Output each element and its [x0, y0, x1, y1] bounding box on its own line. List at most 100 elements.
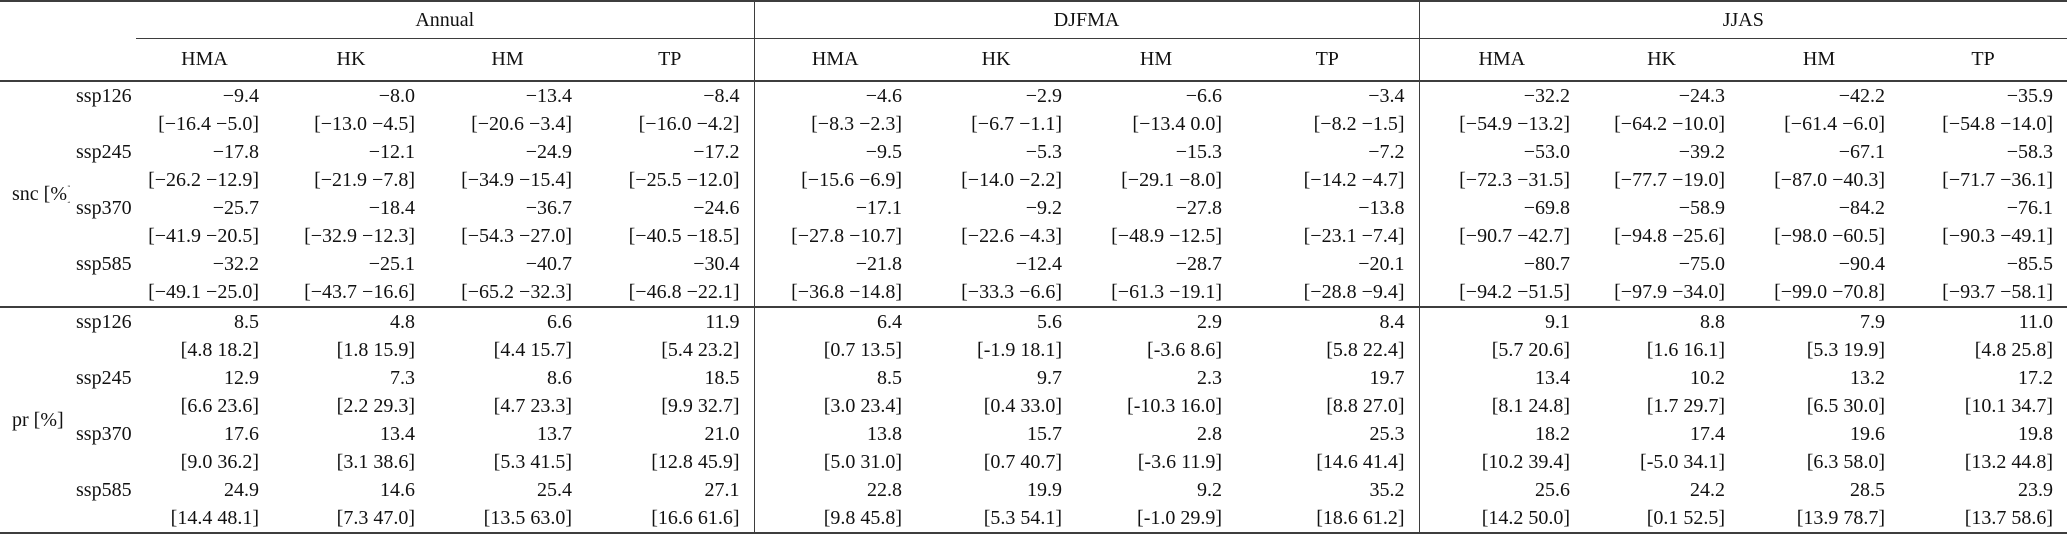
cell-range: [10.1 34.7] [1964, 394, 2054, 417]
cell-value: 6.6 [429, 306, 586, 336]
cell-value: 19.6 [1850, 422, 1886, 445]
cell-value: 12.9 [224, 366, 259, 389]
cell-range: [1.7 29.7] [1646, 394, 1726, 417]
cell-range: [−33.3 −6.6] [961, 280, 1063, 303]
cell-range: [4.8 25.8] [1974, 338, 2054, 361]
cell-range: [-3.6 11.9] [1137, 450, 1223, 473]
scenario-label: ssp245 [76, 367, 132, 389]
cell-value: 9.7 [1037, 366, 1063, 389]
cell-value: −13.8 [1358, 196, 1405, 219]
cell-value: 2.9 [1076, 306, 1237, 336]
cell-range: [13.7 58.6] [1964, 506, 2054, 529]
cell-value: 13.8 [753, 420, 917, 448]
cell-range: [−36.8 −14.8] [753, 278, 917, 307]
cell-value: −8.4 [703, 84, 740, 107]
cell-range: [−25.5 −12.0] [628, 168, 740, 191]
cell-range: [-10.3 16.0] [1127, 394, 1223, 417]
col-header-hma: HMA [753, 38, 917, 82]
cell-range: [5.7 20.6] [1418, 336, 1585, 364]
cell-value: −13.4 [525, 84, 572, 107]
scenario-label: ssp245 [76, 141, 132, 163]
cell-value: 24.9 [224, 478, 259, 501]
cell-range: [5.4 23.2] [661, 338, 740, 361]
cell-range: [−26.2 −12.9] [148, 168, 259, 191]
cell-range: [0.7 13.5] [753, 336, 917, 364]
cell-value: 18.2 [1418, 420, 1585, 448]
cell-range: [8.8 27.0] [1326, 394, 1405, 417]
value-row-ssp370: ssp370 17.6 13.4 13.7 21.0 13.8 15.7 2.8 25.3 18.… [0, 420, 2067, 448]
row-group-label: snc [%] [12, 182, 70, 205]
cell-range: [−27.8 −10.7] [753, 222, 917, 250]
cell-range: [−6.7 −1.1] [971, 112, 1063, 135]
cell-range: [−64.2 −10.0] [1614, 112, 1726, 135]
scenario-label: ssp126 [70, 306, 136, 364]
value-row-ssp126: pr [%] ssp126 8.5 4.8 6.6 11.9 6.4 5.6 2.9 8.4 9.1… [0, 306, 2067, 533]
cell-value: 19.7 [1369, 366, 1405, 389]
cell-value: −42.2 [1838, 84, 1886, 107]
cell-range: [−32.9 −12.3] [304, 224, 415, 247]
cell-range: [-1.9 18.1] [977, 338, 1063, 361]
cell-range: [−21.9 −7.8] [314, 168, 415, 191]
value-row-ssp585: ssp585 −32.2 −25.1 −40.7 −30.4 −21.8 −12.4 −28.… [0, 250, 2067, 278]
cell-value: −85.5 [2006, 252, 2054, 275]
range-row-ssp126: [4.8 18.2] [1.8 15.9] [4.4 15.7] [5.4 23.2]… [0, 336, 2067, 364]
cell-value: −5.3 [1025, 140, 1063, 163]
cell-value: −25.7 [212, 196, 259, 219]
col-header-hm: HM [1739, 38, 1900, 82]
cell-value: 7.3 [390, 366, 415, 389]
cell-value: −27.8 [1175, 196, 1223, 219]
cell-value: −58.9 [1678, 196, 1726, 219]
cell-range: [−71.7 −36.1] [1942, 168, 2054, 191]
cell-value: −12.1 [368, 140, 415, 163]
cell-value: 2.3 [1197, 366, 1223, 389]
cell-value: −15.3 [1175, 140, 1223, 163]
cell-range: [5.8 22.4] [1326, 338, 1405, 361]
range-row-ssp245: [6.6 23.6] [2.2 29.3] [4.7 23.3] [9.9 32.7]… [0, 392, 2067, 420]
cell-value: −12.4 [1015, 252, 1063, 275]
cell-value: 22.8 [753, 476, 917, 504]
cell-value: −39.2 [1678, 140, 1726, 163]
cell-value: 8.4 [1236, 306, 1420, 336]
cell-value: −20.1 [1358, 252, 1405, 275]
cell-value: −9.5 [753, 138, 917, 166]
cell-value: 17.2 [2018, 366, 2054, 389]
cell-range: [−13.4 0.0] [1132, 112, 1223, 135]
row-group-pr: pr [%] ssp126 8.5 4.8 6.6 11.9 6.4 5.6 2.9 8.4 9.1… [0, 306, 2067, 533]
row-group-label: pr [%] [0, 306, 70, 533]
range-row-ssp585: [14.4 48.1] [7.3 47.0] [13.5 63.0] [16.6 61… [0, 504, 2067, 533]
cell-range: [18.6 61.2] [1316, 506, 1405, 529]
cell-range: [13.9 78.7] [1796, 506, 1886, 529]
cell-value: −6.6 [1185, 84, 1223, 107]
cell-range: [−28.8 −9.4] [1303, 280, 1405, 303]
cell-range: [13.2 44.8] [1964, 450, 2054, 473]
cell-range: [5.3 54.1] [983, 506, 1063, 529]
header-spacer [0, 1, 136, 39]
range-row-ssp370: [−41.9 −20.5] [−32.9 −12.3] [−54.3 −27.0] [… [0, 222, 2067, 250]
cell-range: [7.3 47.0] [336, 506, 415, 529]
cell-range: [−98.0 −60.5] [1774, 224, 1886, 247]
value-row-ssp126: snc [%] ssp126 −9.4 −8.0 −13.4 −8.4 −4.6 −2.9 −6… [0, 81, 2067, 205]
cell-range: [12.8 45.9] [651, 450, 740, 473]
cell-value: 15.7 [1027, 422, 1063, 445]
cell-value: 2.8 [1197, 422, 1223, 445]
value-row-ssp245: ssp245 12.9 7.3 8.6 18.5 8.5 9.7 2.3 19.7 13.4 10.… [0, 364, 2067, 392]
scenario-label: ssp370 [76, 197, 132, 219]
cell-value: 27.1 [704, 478, 740, 501]
cell-range: [3.1 38.6] [336, 450, 415, 473]
col-header-hk: HK [916, 38, 1077, 82]
cell-value: 9.2 [1197, 478, 1223, 501]
value-row-ssp585: ssp585 24.9 14.6 25.4 27.1 22.8 19.9 9.2 35.2 25.… [0, 476, 2067, 504]
cell-range: [5.3 41.5] [493, 450, 572, 473]
col-header-hk: HK [273, 38, 429, 82]
cell-value: −2.9 [1025, 84, 1063, 107]
cell-value: 13.4 [1418, 364, 1585, 392]
cell-range: [−65.2 −32.3] [461, 280, 572, 303]
cell-range: [−16.4 −5.0] [158, 112, 259, 135]
cell-value: −24.6 [693, 196, 740, 219]
cell-range: [-3.6 8.6] [1147, 338, 1223, 361]
cell-range: [−22.6 −4.3] [961, 224, 1063, 247]
cell-range: [2.2 29.3] [336, 394, 415, 417]
cell-value: 25.3 [1369, 422, 1405, 445]
col-header-hk: HK [1584, 38, 1740, 82]
